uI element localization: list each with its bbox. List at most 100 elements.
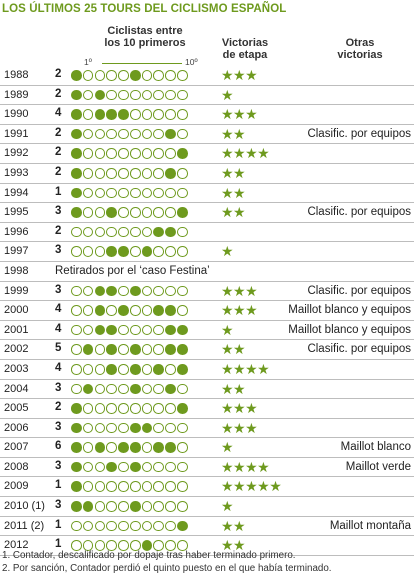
position-dot-empty: [106, 89, 117, 101]
position-dot-empty: [129, 89, 141, 101]
row-count: 2: [55, 68, 62, 80]
row-count: 2: [55, 87, 62, 100]
position-dot-empty: [118, 481, 129, 493]
tours-table: 1988 2 ★★★ 1989 2 ★ 1990 4 ★★★ 1991 2 ★★ Clasific. p…: [0, 66, 414, 556]
position-dot-filled: [153, 442, 165, 453]
position-dot-empty: [141, 324, 153, 336]
header-stage-wins: Victorias de etapa: [210, 37, 280, 61]
position-dot-empty: [82, 128, 94, 140]
header-other-wins-label: Otras victorias: [337, 37, 383, 61]
position-dot-empty: [177, 89, 188, 101]
stage-win-stars: ★★: [221, 184, 246, 201]
position-dot-empty: [165, 148, 176, 159]
position-dot-empty: [82, 363, 94, 375]
row-count: 3: [55, 420, 62, 433]
position-dot-empty: [141, 128, 153, 140]
position-dot-empty: [141, 187, 153, 199]
position-dot-filled: [71, 481, 82, 493]
position-dot-empty: [82, 324, 94, 336]
position-dot-empty: [106, 167, 117, 179]
row-count: 3: [55, 283, 62, 296]
position-dot-empty: [82, 89, 94, 101]
position-dot-empty: [118, 128, 129, 140]
position-dot-empty: [141, 305, 153, 316]
table-row: 1988 2 ★★★: [0, 66, 414, 86]
position-dot-empty: [82, 442, 94, 453]
position-dot-filled: [71, 70, 82, 81]
row-count: 2: [55, 224, 62, 237]
table-row: 1993 2 ★★: [0, 164, 414, 184]
stage-win-stars: ★★★★: [221, 360, 270, 377]
position-dot-filled: [118, 305, 129, 316]
position-dots: [71, 403, 189, 414]
scale-line: [102, 63, 182, 64]
position-dot-empty: [106, 442, 117, 453]
stage-win-stars: ★★: [221, 204, 246, 221]
position-dot-filled: [129, 285, 141, 297]
position-dots: [71, 520, 189, 532]
position-dot-empty: [165, 520, 176, 532]
position-dot-empty: [165, 187, 176, 199]
position-dot-empty: [177, 285, 188, 297]
page-title: LOS ÚLTIMOS 25 TOURS DEL CICLISMO ESPAÑO…: [2, 3, 287, 15]
header-cyclists-label: Ciclistas entre los 10 primeros: [104, 25, 186, 49]
position-dot-filled: [141, 246, 153, 257]
position-dot-empty: [141, 167, 153, 179]
position-dot-filled: [141, 422, 153, 434]
scale-last-label: 10º: [185, 57, 198, 67]
position-dot-filled: [177, 324, 188, 336]
position-dot-filled: [82, 383, 94, 395]
position-dot-empty: [94, 207, 106, 218]
position-dot-filled: [71, 89, 82, 101]
position-dot-empty: [71, 540, 82, 551]
row-year: 1998: [4, 264, 29, 277]
position-dot-empty: [153, 540, 165, 551]
position-dot-empty: [141, 520, 153, 532]
position-dot-empty: [118, 226, 129, 238]
stage-win-stars: ★: [221, 439, 234, 456]
position-dot-empty: [129, 403, 141, 414]
table-row: 1996 2: [0, 223, 414, 243]
position-dot-empty: [153, 89, 165, 101]
position-dot-empty: [94, 128, 106, 140]
row-year: 2010 (1): [4, 500, 45, 513]
position-dot-empty: [153, 344, 165, 355]
row-other-wins: Maillot montaña: [329, 519, 411, 532]
position-dot-empty: [153, 109, 165, 120]
stage-win-stars: ★★: [221, 125, 246, 142]
position-dot-empty: [141, 442, 153, 453]
position-dot-filled: [94, 305, 106, 316]
position-dot-empty: [129, 187, 141, 199]
row-count: 4: [55, 303, 62, 316]
position-dot-empty: [165, 285, 176, 297]
position-dot-empty: [177, 501, 188, 512]
position-dot-empty: [153, 187, 165, 199]
table-row: 1999 3 ★★★ Clasific. por equipos: [0, 282, 414, 302]
position-dots: [71, 187, 189, 199]
position-dot-filled: [165, 226, 176, 238]
row-year: 2011 (2): [4, 519, 45, 532]
table-row: 2012 1 ★★: [0, 536, 414, 556]
position-dot-empty: [129, 540, 141, 551]
stage-win-stars: ★★: [221, 164, 246, 181]
position-dot-filled: [106, 324, 117, 336]
position-dot-empty: [94, 363, 106, 375]
position-dot-empty: [94, 167, 106, 179]
row-count: 6: [55, 440, 62, 453]
position-dot-empty: [106, 540, 117, 551]
stage-win-stars: ★★★: [221, 67, 258, 83]
position-dot-empty: [118, 89, 129, 101]
row-year: 1994: [4, 186, 29, 199]
row-count: 4: [55, 361, 62, 374]
position-dot-empty: [94, 461, 106, 473]
position-dot-empty: [106, 148, 117, 159]
row-year: 2006: [4, 421, 29, 434]
position-dot-empty: [106, 187, 117, 199]
position-dot-filled: [82, 501, 94, 512]
position-dots: [71, 461, 189, 473]
position-dot-empty: [71, 520, 82, 532]
position-dot-filled: [153, 226, 165, 238]
position-dot-empty: [106, 305, 117, 316]
position-dot-empty: [141, 89, 153, 101]
position-dot-empty: [177, 442, 188, 453]
